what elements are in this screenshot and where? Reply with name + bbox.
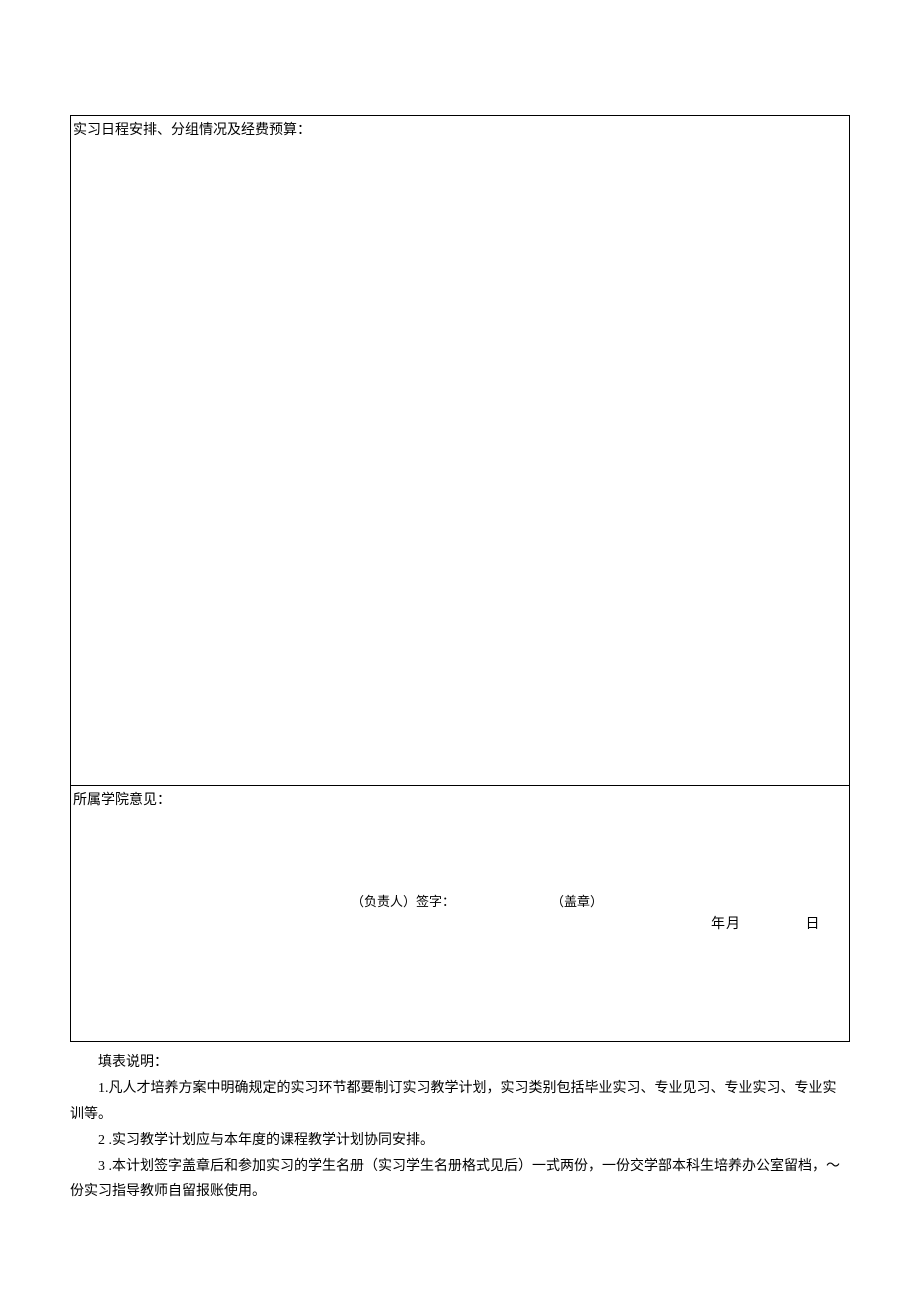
instructions-block: 填表说明： 1.凡人才培养方案中明确规定的实习环节都要制订实习教学计划，实习类别… (70, 1050, 850, 1205)
date-line: 年月 日 (711, 914, 821, 936)
stamp-label: （盖章） (551, 892, 603, 913)
instruction-item-3: 3 .本计划签字盖章后和参加实习的学生名册（实习学生名册格式见后）一式两份，一份… (70, 1154, 850, 1206)
instruction-item-2: 2 .实习教学计划应与本年度的课程教学计划协同安排。 (70, 1128, 850, 1154)
instruction-item-1: 1.凡人才培养方案中明确规定的实习环节都要制订实习教学计划，实习类别包括毕业实习… (70, 1076, 850, 1128)
college-opinion-section: 所属学院意见： （负责人）签字： （盖章） 年月 日 (71, 786, 850, 1042)
schedule-budget-section: 实习日程安排、分组情况及经费预算： (71, 116, 850, 786)
instructions-title: 填表说明： (70, 1050, 850, 1076)
schedule-budget-title: 实习日程安排、分组情况及经费预算： (73, 123, 311, 138)
signature-label: （负责人）签字： (351, 892, 455, 913)
form-table: 实习日程安排、分组情况及经费预算： 所属学院意见： （负责人）签字： （盖章） … (70, 115, 850, 1042)
date-day: 日 (806, 917, 821, 932)
date-year-month: 年月 (711, 917, 741, 932)
college-opinion-title: 所属学院意见： (73, 793, 171, 808)
